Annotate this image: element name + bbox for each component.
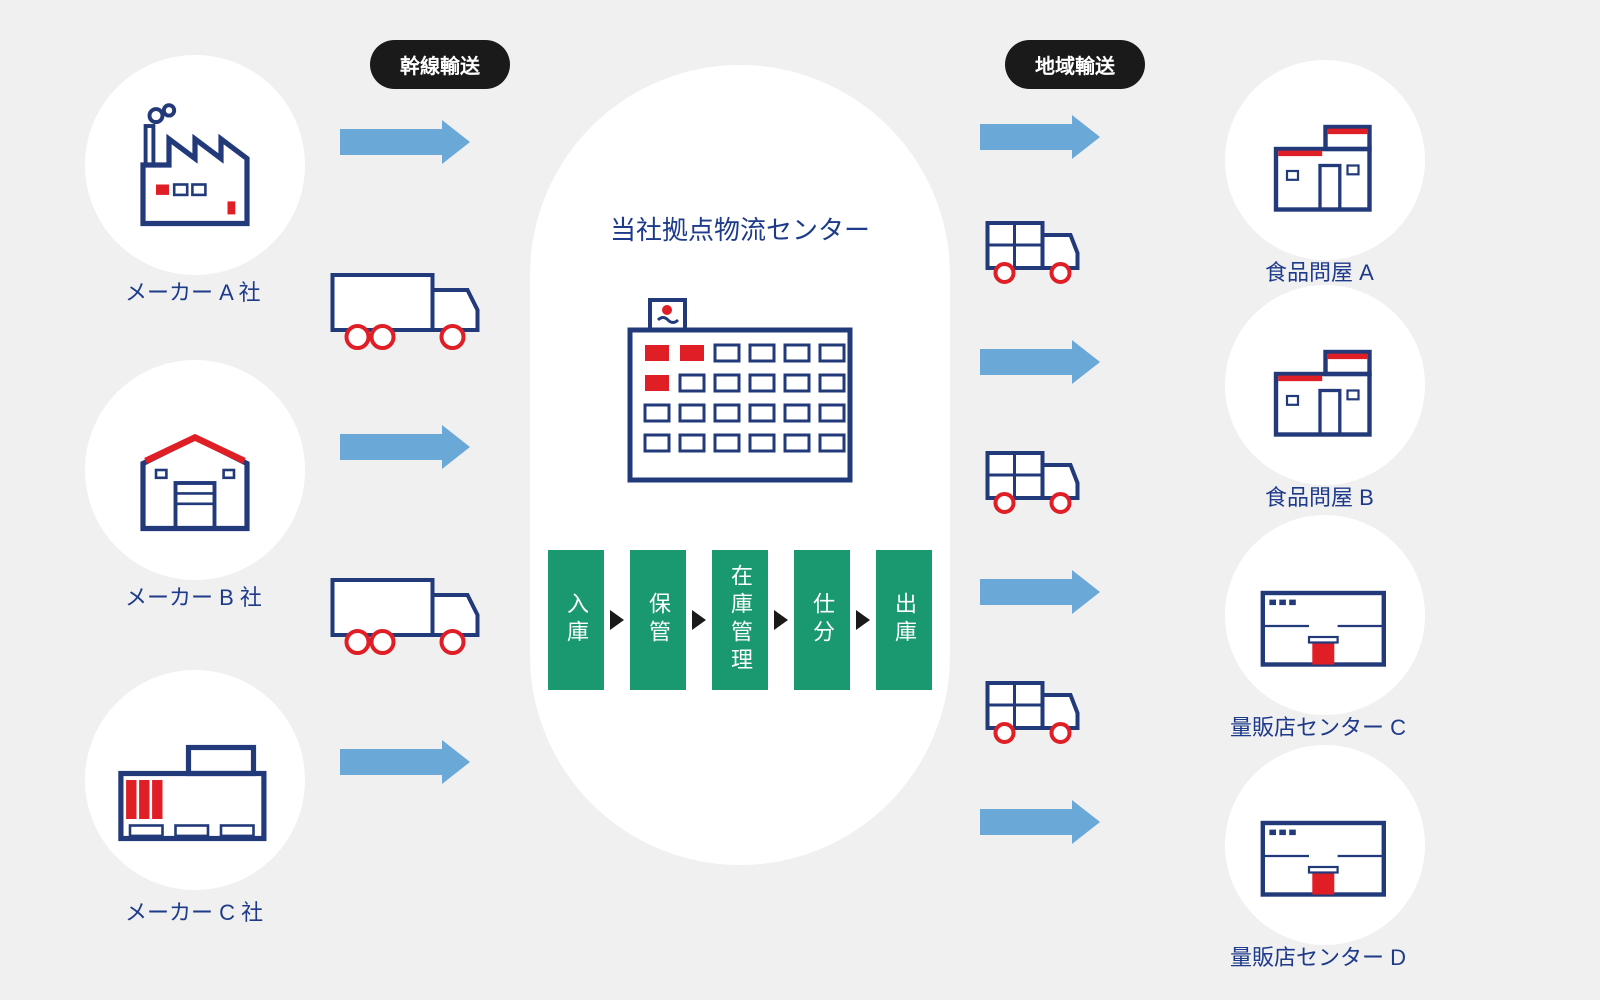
- factory-icon: [125, 100, 265, 230]
- maker-A-node: [85, 55, 305, 275]
- dest-D-node: [1225, 745, 1425, 945]
- region-flow-arrow: [980, 120, 1100, 154]
- process-steps: 入庫保管在庫管理仕分出庫: [548, 550, 932, 690]
- maker-B-label: メーカー B 社: [125, 580, 262, 612]
- dest-A-label: 食品問屋 A: [1265, 255, 1374, 287]
- process-step: 保管: [630, 550, 686, 690]
- process-arrow-icon: [774, 610, 788, 630]
- trunk-flow-arrow: [340, 125, 470, 159]
- maker-B-node: [85, 360, 305, 580]
- maker-A-label: メーカー A 社: [125, 275, 261, 307]
- store-icon: [1253, 330, 1398, 440]
- center-building-icon: [620, 290, 860, 490]
- office-icon: [110, 715, 280, 845]
- maker-C-node: [85, 670, 305, 890]
- region-flow-arrow: [980, 575, 1100, 609]
- process-step: 仕分: [794, 550, 850, 690]
- regional-transport-label: 地域輸送: [1005, 40, 1145, 89]
- small-truck-icon: [980, 675, 1090, 755]
- dest-C-node: [1225, 515, 1425, 715]
- process-step: 在庫管理: [712, 550, 768, 690]
- dest-D-label: 量販店センター D: [1230, 940, 1406, 972]
- region-flow-arrow: [980, 345, 1100, 379]
- maker-C-label: メーカー C 社: [125, 895, 263, 927]
- process-arrow-icon: [692, 610, 706, 630]
- large-truck-icon: [325, 570, 490, 665]
- trunk-transport-label: 幹線輸送: [370, 40, 510, 89]
- process-step: 出庫: [876, 550, 932, 690]
- dc-icon: [1253, 790, 1398, 900]
- warehouse-icon: [125, 405, 265, 535]
- dest-A-node: [1225, 60, 1425, 260]
- dest-B-node: [1225, 285, 1425, 485]
- logistics-center: 当社拠点物流センター 入庫保管在庫管理仕分出庫: [530, 65, 950, 865]
- process-arrow-icon: [856, 610, 870, 630]
- process-step: 入庫: [548, 550, 604, 690]
- dest-C-label: 量販店センター C: [1230, 710, 1406, 742]
- store-icon: [1253, 105, 1398, 215]
- dest-B-label: 食品問屋 B: [1265, 480, 1374, 512]
- large-truck-icon: [325, 265, 490, 360]
- process-arrow-icon: [610, 610, 624, 630]
- center-title: 当社拠点物流センター: [530, 210, 950, 247]
- region-flow-arrow: [980, 805, 1100, 839]
- trunk-flow-arrow: [340, 745, 470, 779]
- small-truck-icon: [980, 445, 1090, 525]
- small-truck-icon: [980, 215, 1090, 295]
- dc-icon: [1253, 560, 1398, 670]
- trunk-flow-arrow: [340, 430, 470, 464]
